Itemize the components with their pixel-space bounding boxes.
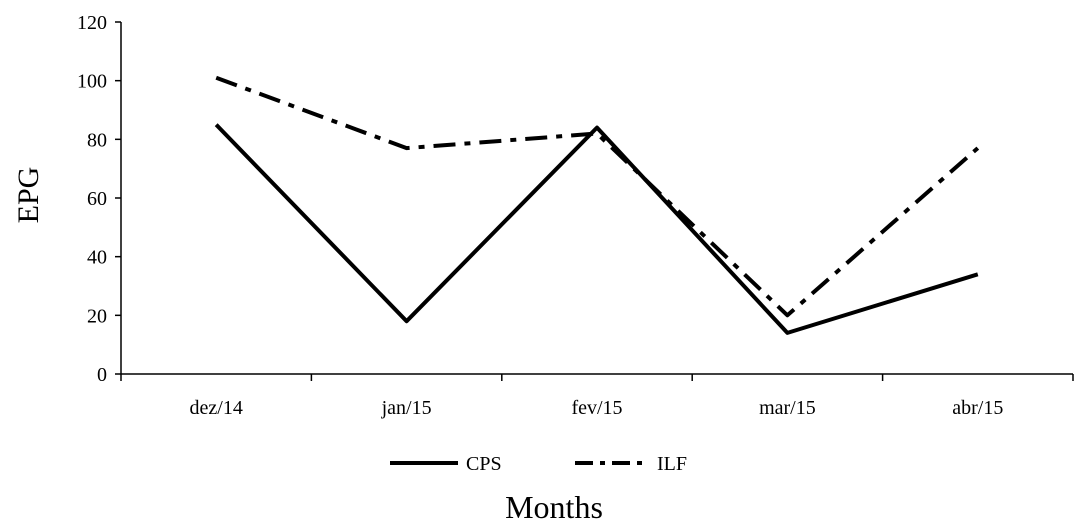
x-axis-ticks: dez/14 jan/15 fev/15 mar/15 abr/15 — [120, 374, 1074, 419]
x-tick-label: dez/14 — [190, 397, 243, 419]
y-tick-label: 120 — [77, 12, 107, 34]
y-tick-label: 0 — [97, 364, 107, 386]
y-axis-title: EPG — [12, 167, 45, 224]
legend-label-ilf: ILF — [657, 453, 687, 475]
y-tick-label: 60 — [87, 188, 107, 210]
legend-label-cps: CPS — [466, 453, 502, 475]
y-tick-label: 80 — [87, 129, 107, 151]
y-tick-label: 100 — [77, 71, 107, 93]
y-tick-label: 40 — [87, 247, 107, 269]
x-tick-label: abr/15 — [952, 397, 1003, 419]
x-tick-label: fev/15 — [571, 397, 622, 419]
x-tick-label: jan/15 — [381, 397, 432, 419]
y-axis-ticks: 0 20 40 60 80 100 120 — [77, 12, 121, 386]
legend: CPS ILF — [390, 453, 687, 475]
y-tick-label: 20 — [87, 305, 107, 327]
series-line-ilf — [215, 75, 980, 318]
x-axis-title: Months — [505, 489, 603, 525]
x-tick-label: mar/15 — [759, 397, 816, 419]
series-layer — [214, 75, 980, 335]
series-line-cps — [214, 123, 979, 335]
